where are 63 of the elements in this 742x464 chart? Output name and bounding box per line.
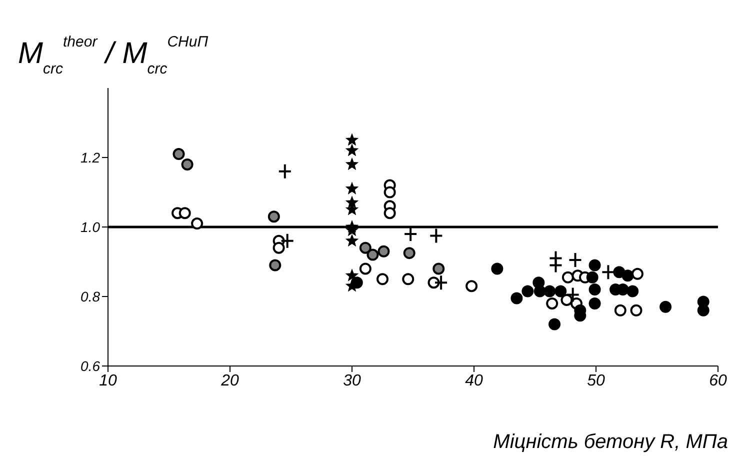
x-tick-label: 30 bbox=[343, 372, 361, 390]
point bbox=[510, 292, 523, 304]
x-axis-title: Міцність бетону R, МПа bbox=[493, 431, 728, 453]
point bbox=[601, 264, 616, 280]
point bbox=[359, 262, 372, 275]
point bbox=[660, 300, 672, 313]
point bbox=[345, 133, 359, 146]
point bbox=[345, 234, 359, 247]
point bbox=[269, 259, 282, 272]
point bbox=[626, 285, 639, 298]
point bbox=[345, 157, 359, 170]
y-tick-label: 1.2 bbox=[80, 149, 100, 166]
point bbox=[588, 259, 601, 272]
point bbox=[546, 297, 558, 310]
point bbox=[466, 280, 478, 292]
point bbox=[562, 271, 574, 284]
x-tick-label: 20 bbox=[220, 372, 239, 390]
point bbox=[403, 247, 416, 260]
point bbox=[568, 252, 582, 268]
point bbox=[384, 207, 396, 220]
point bbox=[630, 304, 642, 316]
point bbox=[378, 245, 390, 258]
point bbox=[622, 270, 634, 282]
point bbox=[631, 268, 644, 280]
point bbox=[359, 242, 372, 254]
point bbox=[366, 248, 379, 261]
point bbox=[376, 273, 388, 286]
point bbox=[588, 284, 601, 296]
point bbox=[384, 186, 396, 198]
point bbox=[345, 144, 359, 156]
point bbox=[534, 285, 546, 298]
y-tick-label: 0.8 bbox=[80, 288, 100, 304]
point bbox=[544, 285, 556, 298]
point bbox=[268, 210, 280, 223]
point bbox=[614, 304, 626, 316]
point bbox=[429, 228, 444, 244]
point bbox=[345, 182, 359, 194]
point bbox=[434, 274, 448, 291]
point bbox=[522, 285, 534, 298]
point bbox=[428, 276, 440, 289]
x-tick-label: 10 bbox=[99, 372, 117, 390]
point bbox=[181, 158, 194, 170]
x-tick-label: 50 bbox=[587, 372, 605, 390]
y-tick-label: 1.0 bbox=[80, 218, 100, 235]
y-tick-label: 0.6 bbox=[80, 358, 100, 374]
point bbox=[554, 285, 567, 298]
point bbox=[491, 262, 504, 275]
point bbox=[191, 218, 204, 230]
point bbox=[402, 273, 414, 286]
point bbox=[588, 297, 601, 310]
point bbox=[272, 242, 285, 254]
point bbox=[432, 262, 445, 275]
point bbox=[280, 232, 294, 249]
point bbox=[345, 268, 359, 282]
point bbox=[586, 271, 598, 284]
x-tick-label: 40 bbox=[465, 372, 483, 390]
point bbox=[178, 207, 191, 220]
point bbox=[548, 257, 563, 274]
point bbox=[566, 286, 580, 303]
point bbox=[278, 163, 292, 180]
point bbox=[172, 148, 185, 160]
x-tick-label: 60 bbox=[709, 372, 727, 390]
point bbox=[548, 318, 561, 330]
